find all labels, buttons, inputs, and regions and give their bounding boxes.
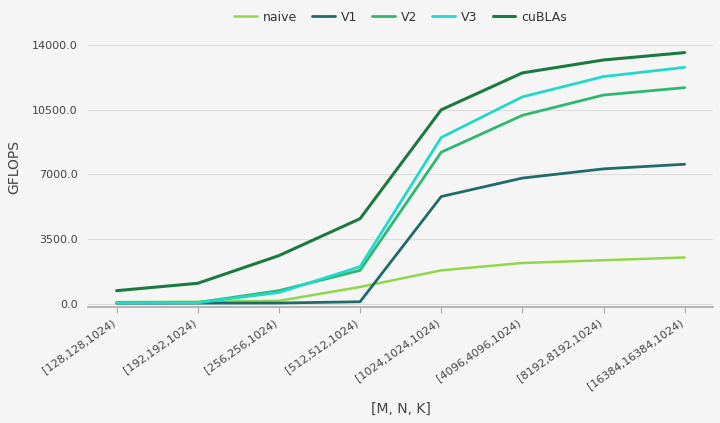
- V2: [437, 150, 446, 155]
- cuBLAs: [194, 281, 202, 286]
- V3: [518, 94, 526, 99]
- Line: cuBLAs: cuBLAs: [117, 52, 685, 291]
- V1: [356, 299, 364, 304]
- Legend: naive, V1, V2, V3, cuBLAs: naive, V1, V2, V3, cuBLAs: [234, 11, 567, 24]
- Line: V2: V2: [117, 88, 685, 303]
- V1: [194, 301, 202, 306]
- Line: V1: V1: [117, 164, 685, 303]
- Line: naive: naive: [117, 258, 685, 302]
- V1: [437, 194, 446, 199]
- naive: [437, 268, 446, 273]
- V1: [680, 162, 689, 167]
- naive: [274, 298, 283, 303]
- Y-axis label: GFLOPS: GFLOPS: [7, 140, 21, 194]
- V2: [356, 268, 364, 273]
- V2: [680, 85, 689, 90]
- cuBLAs: [112, 288, 121, 293]
- V1: [518, 176, 526, 181]
- V3: [599, 74, 608, 79]
- V3: [356, 264, 364, 269]
- naive: [518, 261, 526, 266]
- V2: [518, 113, 526, 118]
- naive: [680, 255, 689, 260]
- cuBLAs: [437, 107, 446, 113]
- cuBLAs: [518, 70, 526, 75]
- V2: [274, 288, 283, 293]
- V2: [194, 300, 202, 305]
- cuBLAs: [356, 216, 364, 221]
- Line: V3: V3: [117, 67, 685, 303]
- V2: [112, 300, 121, 305]
- V1: [599, 166, 608, 171]
- V1: [274, 300, 283, 305]
- cuBLAs: [274, 253, 283, 258]
- naive: [599, 258, 608, 263]
- V3: [437, 135, 446, 140]
- V3: [194, 300, 202, 305]
- cuBLAs: [599, 58, 608, 63]
- V3: [112, 300, 121, 305]
- naive: [194, 299, 202, 304]
- naive: [112, 299, 121, 305]
- V3: [680, 65, 689, 70]
- naive: [356, 284, 364, 289]
- cuBLAs: [680, 50, 689, 55]
- V1: [112, 301, 121, 306]
- V2: [599, 93, 608, 98]
- X-axis label: [M, N, K]: [M, N, K]: [371, 402, 431, 416]
- V3: [274, 290, 283, 295]
